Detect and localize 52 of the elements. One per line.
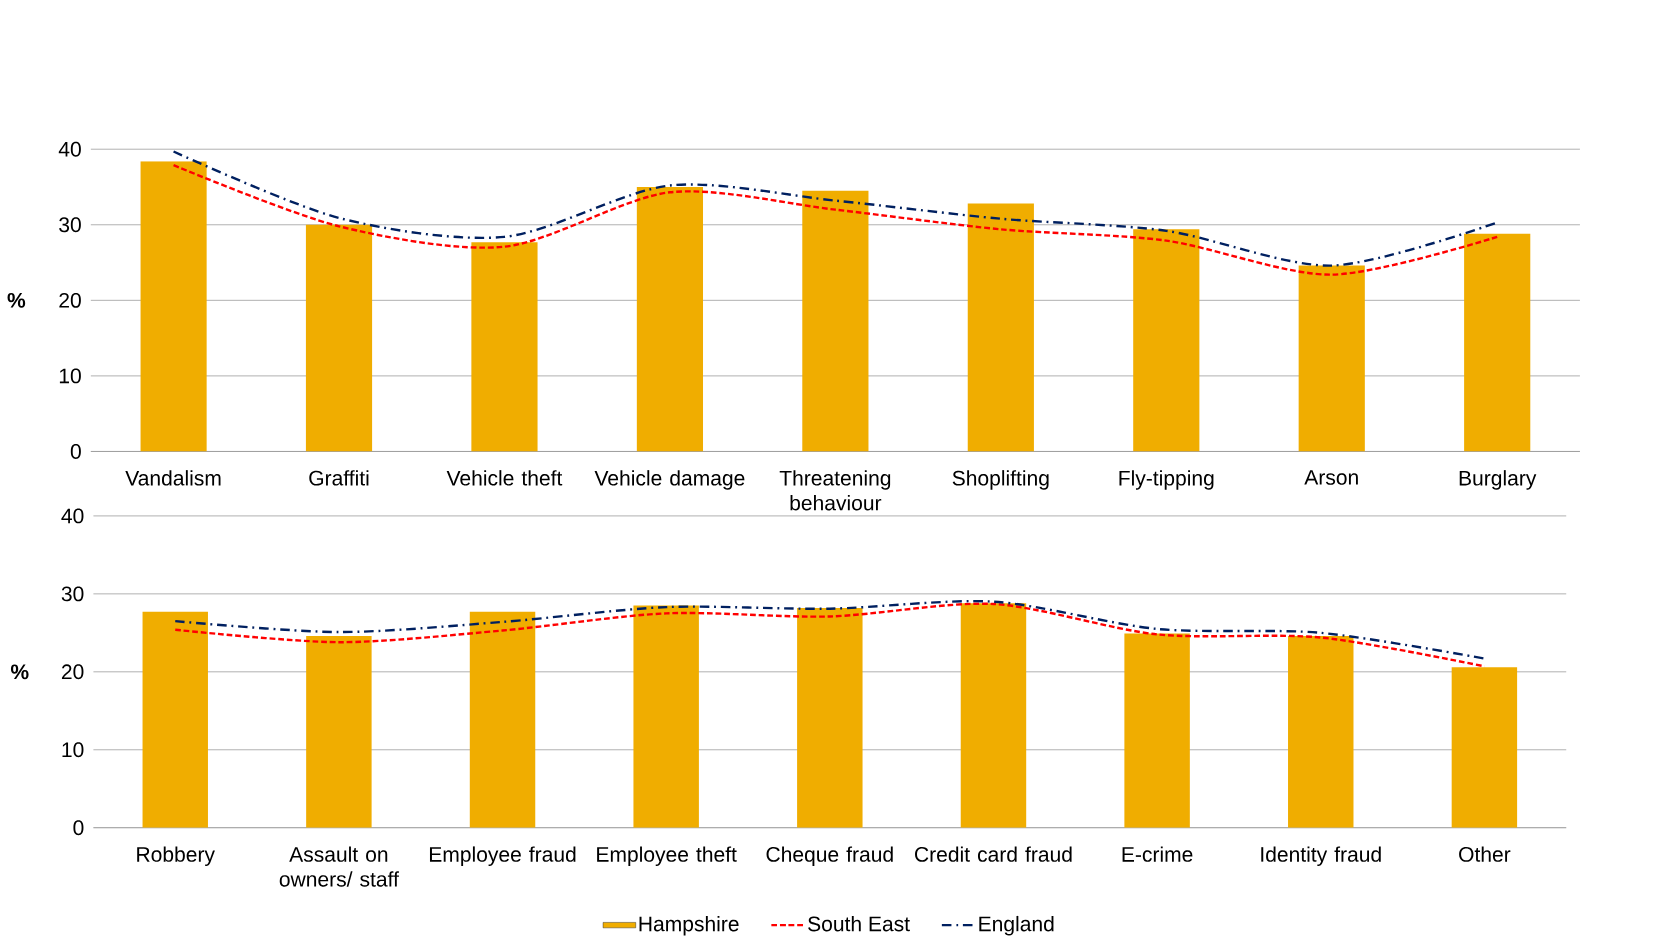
bar (1464, 234, 1531, 452)
x-tick-label: Credit card fraud (915, 846, 1072, 863)
y-tick-label: 40 (61, 508, 84, 524)
x-tick-label: Identity fraud (1261, 846, 1381, 867)
x-tick-label: Graffiti (309, 470, 369, 486)
x-tick-label: Employee fraud (429, 846, 576, 867)
x-tick-label: Burglary (1459, 470, 1537, 490)
legend-label: South East (808, 916, 910, 932)
bar (140, 161, 207, 452)
bar (306, 636, 372, 828)
bar (471, 242, 538, 452)
legend-label: Hampshire (639, 916, 739, 936)
y-tick-label: 30 (59, 217, 81, 233)
bar (633, 605, 699, 828)
x-tick-label: Arson (1304, 470, 1358, 485)
x-tick-label: E-crime (1122, 846, 1193, 863)
x-tick-label: Employee theft (597, 846, 737, 867)
y-axis-title: % (10, 664, 29, 680)
x-tick-label: Other (1459, 846, 1511, 863)
bar (1133, 229, 1200, 452)
bar (1298, 265, 1365, 452)
x-tick-label: Fly-tipping (1119, 470, 1214, 490)
bar (960, 603, 1027, 828)
bar (142, 611, 208, 828)
y-tick-label: 20 (59, 293, 81, 308)
x-tick-label: Shoplifting (952, 470, 1049, 490)
x-tick-label: Vehicle damage (594, 470, 745, 490)
bar (636, 187, 704, 452)
bar (1451, 667, 1518, 828)
bar (305, 224, 373, 452)
bar (802, 190, 869, 452)
x-tick-label: Vehicle theft (446, 470, 563, 486)
y-axis-title: % (7, 293, 26, 308)
y-tick-label: 0 (70, 444, 81, 460)
y-tick-label: 20 (61, 664, 84, 680)
y-tick-label: 10 (62, 742, 84, 758)
bar (1124, 633, 1190, 828)
x-tick-label: Cheque fraud (766, 846, 893, 867)
y-tick-label: 0 (73, 820, 84, 836)
line-series (172, 164, 1499, 277)
x-tick-label: Assault on owners/ staff (279, 846, 399, 887)
y-tick-label: 10 (59, 368, 81, 384)
bar (967, 203, 1034, 452)
x-tick-label: Robbery (137, 846, 215, 867)
x-tick-label: Vandalism (125, 470, 221, 486)
bar (797, 608, 863, 828)
bar (469, 611, 536, 828)
bar (1288, 636, 1354, 828)
y-tick-label: 40 (58, 141, 81, 157)
y-tick-label: 30 (61, 586, 84, 602)
x-tick-label: Threatening behaviour (779, 470, 891, 511)
legend-label: England (979, 916, 1054, 936)
